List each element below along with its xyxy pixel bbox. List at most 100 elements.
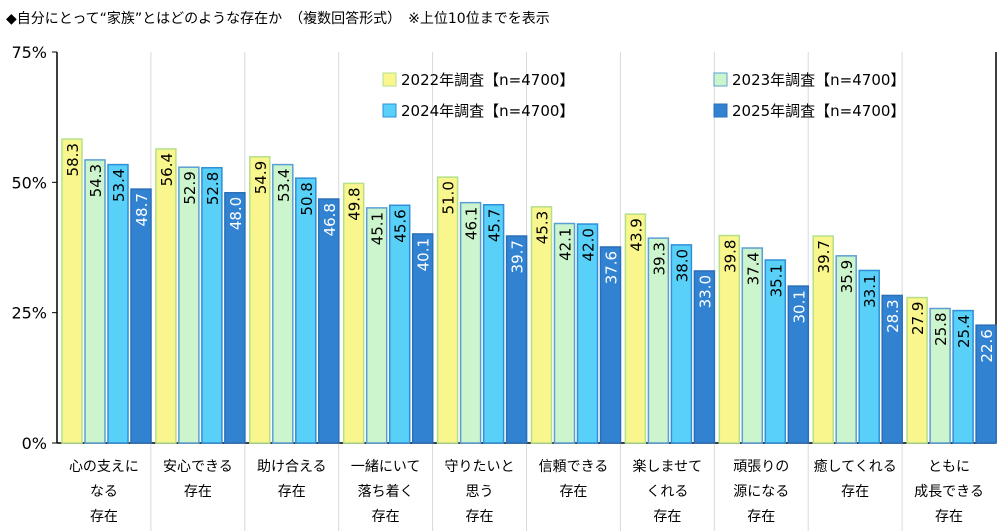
bar-2025-6: [693, 270, 716, 444]
legend-label: 2024年調査【n=4700】: [401, 102, 574, 120]
bar-2025-3: [411, 233, 434, 444]
bar-2022-2: [249, 156, 271, 444]
category-label: 存在: [466, 509, 494, 525]
data-label: 45.3: [534, 211, 552, 244]
category-label: 癒してくれる: [814, 459, 897, 475]
category-label: 存在: [935, 509, 963, 525]
y-tick-label: 0%: [22, 434, 47, 453]
bar-2024-6: [670, 244, 693, 444]
data-label: 48.0: [227, 197, 245, 230]
data-label: 54.3: [87, 164, 105, 197]
category-label: 存在: [184, 484, 212, 500]
bar-2024-0: [107, 163, 129, 444]
category-label: 心の支えに: [69, 459, 139, 475]
bar-2023-1: [178, 166, 200, 444]
data-label: 30.1: [790, 290, 808, 323]
data-label: 33.1: [861, 274, 879, 307]
category-label: 存在: [841, 484, 869, 500]
data-label: 52.9: [181, 171, 199, 204]
data-label: 37.6: [603, 251, 621, 284]
data-label: 54.9: [252, 161, 270, 194]
data-label: 35.9: [838, 260, 856, 293]
data-label: 39.7: [509, 240, 527, 273]
bar-2025-4: [505, 235, 528, 444]
bar-2024-2: [295, 177, 317, 444]
bar-2024-7: [764, 259, 787, 444]
bar-2023-7: [741, 247, 764, 444]
bar-2024-3: [388, 204, 411, 444]
bar-2022-9: [906, 296, 928, 444]
bar-2022-7: [718, 234, 741, 444]
data-label: 38.0: [673, 249, 691, 282]
bar-2025-9: [975, 324, 997, 444]
data-label: 56.4: [158, 153, 176, 186]
data-label: 50.8: [298, 182, 316, 215]
category-label: 守りたいと: [445, 459, 515, 475]
bar-2023-0: [84, 159, 106, 444]
legend-swatch: [713, 103, 728, 118]
category-label: 存在: [90, 509, 118, 525]
legend-swatch: [382, 103, 397, 118]
bar-2025-0: [130, 188, 152, 444]
y-tick-label: 75%: [11, 43, 47, 62]
category-label: 思う: [466, 484, 494, 500]
category-label: 存在: [559, 484, 587, 500]
bar-2025-2: [318, 198, 340, 444]
category-label: 楽しませて: [633, 459, 703, 475]
data-label: 46.8: [321, 203, 339, 236]
data-label: 40.1: [415, 238, 433, 271]
bar-2022-4: [436, 176, 459, 444]
category-label: 助け合える: [257, 459, 327, 475]
category-label: 存在: [653, 509, 681, 525]
legend-label: 2025年調査【n=4700】: [732, 102, 905, 120]
bar-2024-9: [952, 309, 974, 444]
data-label: 28.3: [884, 299, 902, 332]
data-label: 25.4: [955, 315, 973, 348]
category-label: 信頼できる: [539, 459, 609, 475]
data-label: 45.1: [369, 212, 387, 245]
bar-2022-5: [530, 206, 553, 444]
data-label: 49.8: [346, 187, 364, 220]
data-label: 37.4: [744, 252, 762, 285]
y-tick-label: 25%: [11, 304, 47, 323]
bar-2023-2: [272, 163, 294, 444]
data-label: 42.0: [580, 228, 598, 261]
category-label: 源になる: [733, 484, 789, 500]
bar-2023-6: [647, 237, 670, 444]
bar-2025-8: [881, 294, 903, 444]
bar-2023-3: [365, 207, 388, 444]
bar-2023-8: [835, 255, 857, 444]
category-label: ともに: [928, 459, 970, 475]
category-label: 存在: [747, 509, 775, 525]
data-label: 42.1: [557, 228, 575, 261]
bar-2022-1: [155, 148, 177, 444]
data-label: 58.3: [64, 143, 82, 176]
bar-2022-6: [624, 213, 647, 444]
legend-label: 2023年調査【n=4700】: [732, 71, 905, 89]
data-label: 45.6: [392, 209, 410, 242]
data-label: 25.8: [932, 312, 950, 345]
data-label: 48.7: [133, 193, 151, 226]
data-label: 51.0: [440, 181, 458, 214]
bar-2023-5: [553, 222, 576, 444]
category-label: 一緒にいて: [351, 459, 421, 475]
bar-2025-5: [599, 246, 622, 444]
bar-2023-9: [929, 307, 951, 444]
category-label: 成長できる: [914, 484, 984, 500]
data-label: 33.0: [696, 275, 714, 308]
category-label: くれる: [646, 484, 688, 500]
data-label: 35.1: [767, 264, 785, 297]
category-label: 落ち着く: [358, 484, 414, 500]
bar-2024-5: [576, 223, 599, 444]
data-label: 53.4: [110, 169, 128, 202]
bar-2025-7: [787, 285, 810, 444]
category-label: 存在: [372, 509, 400, 525]
data-label: 27.9: [909, 302, 927, 335]
data-label: 52.8: [204, 172, 222, 205]
data-label: 45.7: [486, 209, 504, 242]
bar-2025-1: [224, 192, 246, 444]
bar-2023-4: [459, 201, 482, 444]
bar-2022-8: [812, 235, 834, 444]
category-label: 存在: [278, 484, 306, 500]
